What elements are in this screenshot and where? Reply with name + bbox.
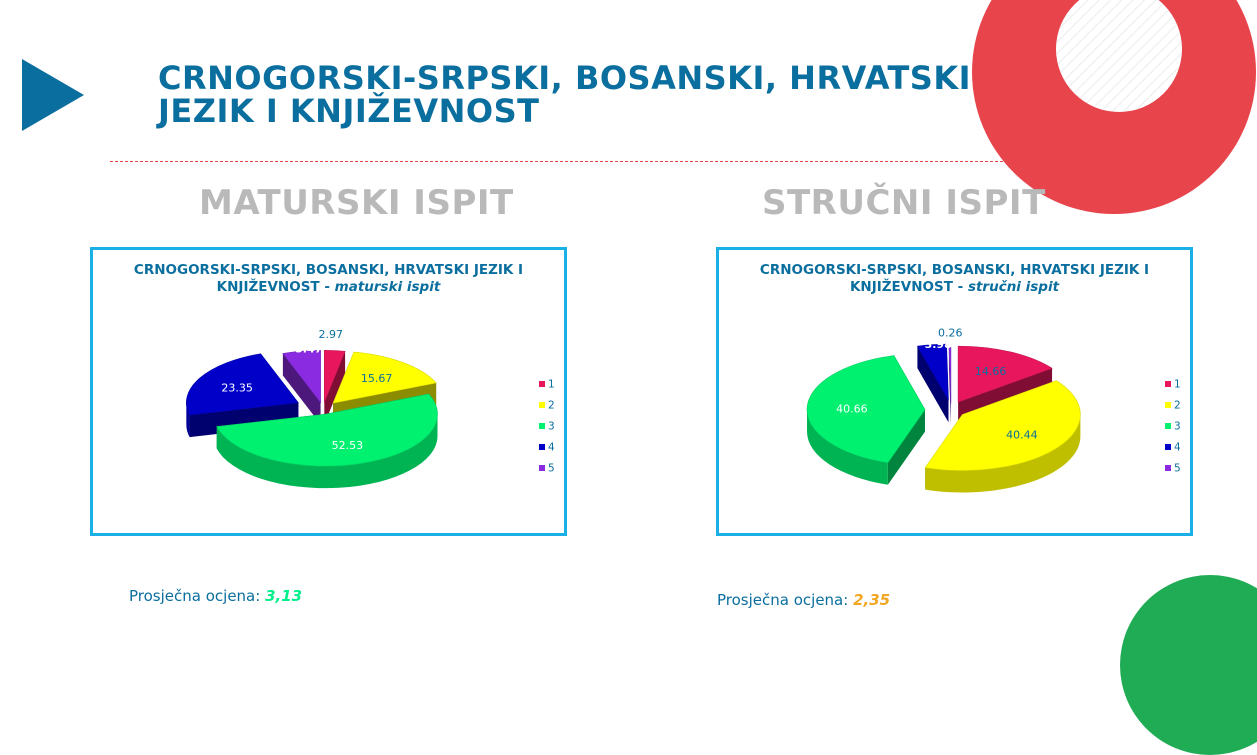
maturski-chart-title-italic: maturski ispit — [334, 279, 441, 295]
maturski-chart-title: CRNOGORSKI-SRPSKI, BOSANSKI, HRVATSKI JE… — [123, 262, 534, 296]
strucni-average: Prosječna ocjena: 2,35 — [717, 591, 890, 609]
pie-data-label-1: 2.97 — [319, 328, 344, 341]
pie-slice-wall-5 — [282, 353, 321, 425]
pie-labels-0: 2.97 15.67 52.53 23.35 5.47 — [221, 328, 392, 452]
maturski-chart-title-main: CRNOGORSKI-SRPSKI, BOSANSKI, HRVATSKI JE… — [133, 262, 524, 295]
pie-legend-0: 1 2 3 4 5 — [539, 379, 555, 475]
pie-data-label-2: 15.67 — [361, 372, 393, 385]
pie-slice-5 — [282, 350, 321, 404]
pie-slice-side-2 — [925, 414, 1081, 493]
legend-swatch-5 — [539, 465, 545, 471]
pie-slice-1 — [957, 345, 1053, 403]
legend-label-1: 1 — [1174, 379, 1181, 391]
legend-swatch-1 — [539, 381, 545, 387]
decorative-ring-hole — [1056, 0, 1182, 112]
pie-labels-1: 14.66 40.44 40.66 3.980.26 — [836, 327, 1038, 442]
pie-data-label-5: 0.26 — [938, 327, 963, 340]
pie-data-label-4: 3.98 — [925, 338, 952, 351]
pie-data-label-4: 23.35 — [221, 381, 253, 394]
maturski-pie-svg: 2.97 15.67 52.53 23.35 5.47 1 2 3 4 5 — [186, 328, 555, 489]
pie-slice-4 — [916, 343, 949, 401]
pie-slice-2 — [924, 380, 1081, 471]
pie-data-label-5: 5.47 — [295, 343, 322, 356]
strucni-chart-title: CRNOGORSKI-SRPSKI, BOSANSKI, HRVATSKI JE… — [749, 262, 1160, 296]
pie-slice-4 — [186, 353, 299, 416]
pie-data-label-3: 52.53 — [332, 439, 364, 452]
pie-slice-side-3 — [216, 414, 438, 489]
legend-label-4: 4 — [1174, 442, 1181, 454]
slide-title-line-1: CRNOGORSKI-SRPSKI, BOSANSKI, HRVATSKI — [158, 59, 972, 97]
maturski-average-label: Prosječna ocjena: — [129, 587, 266, 605]
legend-label-3: 3 — [548, 421, 555, 433]
pie-slice-side-3 — [807, 409, 888, 485]
pie-top-layer-1 — [806, 343, 1081, 471]
strucni-heading: STRUČNI ISPIT — [762, 183, 1046, 223]
pie-data-label-1: 14.66 — [975, 365, 1007, 378]
pie-data-label-3: 40.66 — [836, 403, 868, 416]
legend-swatch-2 — [1165, 402, 1171, 408]
pie-slice-side-4 — [186, 402, 190, 438]
pie-top-layer-0 — [186, 350, 438, 467]
pie-slice-2 — [332, 351, 437, 404]
legend-label-4: 4 — [548, 442, 555, 454]
pie-slice-3 — [216, 393, 438, 467]
pie-slice-wall-3 — [887, 409, 926, 485]
pie-legend-1: 1 2 3 4 5 — [1165, 379, 1181, 475]
maturski-pie-chart: CRNOGORSKI-SRPSKI, BOSANSKI, HRVATSKI JE… — [90, 247, 567, 536]
strucni-pie-chart: CRNOGORSKI-SRPSKI, BOSANSKI, HRVATSKI JE… — [716, 247, 1193, 536]
legend-swatch-4 — [539, 444, 545, 450]
legend-label-1: 1 — [548, 379, 555, 391]
legend-label-2: 2 — [548, 400, 555, 412]
legend-swatch-5 — [1165, 465, 1171, 471]
play-triangle-icon — [22, 59, 84, 131]
legend-swatch-2 — [539, 402, 545, 408]
legend-swatch-3 — [539, 423, 545, 429]
legend-swatch-1 — [1165, 381, 1171, 387]
pie-slice-wall-1 — [324, 351, 346, 425]
maturski-heading: MATURSKI ISPIT — [199, 183, 514, 223]
slide-title-line-2: JEZIK I KNJIŽEVNOST — [158, 92, 540, 130]
pie-data-label-2: 40.44 — [1006, 429, 1038, 442]
pie-slice-wall-4 — [917, 346, 949, 423]
legend-swatch-3 — [1165, 423, 1171, 429]
pie-slice-3 — [806, 355, 926, 464]
pie-slice-5 — [948, 347, 952, 404]
legend-label-5: 5 — [1174, 463, 1181, 475]
strucni-chart-title-italic: stručni ispit — [967, 279, 1060, 295]
legend-label-3: 3 — [1174, 421, 1181, 433]
legend-swatch-4 — [1165, 444, 1171, 450]
decorative-green-circle — [1120, 575, 1257, 755]
title-divider — [110, 161, 1018, 162]
maturski-average: Prosječna ocjena: 3,13 — [129, 587, 302, 605]
maturski-average-value: 3,13 — [265, 587, 303, 605]
legend-label-2: 2 — [1174, 400, 1181, 412]
strucni-average-value: 2,35 — [853, 591, 891, 609]
legend-label-5: 5 — [548, 463, 555, 475]
strucni-pie-svg: 14.66 40.44 40.66 3.980.26 1 2 3 4 5 — [806, 327, 1181, 493]
pie-slice-1 — [324, 350, 346, 403]
slide-title: CRNOGORSKI-SRPSKI, BOSANSKI, HRVATSKI JE… — [158, 62, 971, 128]
strucni-average-label: Prosječna ocjena: — [717, 591, 854, 609]
strucni-chart-title-main: CRNOGORSKI-SRPSKI, BOSANSKI, HRVATSKI JE… — [759, 262, 1150, 295]
